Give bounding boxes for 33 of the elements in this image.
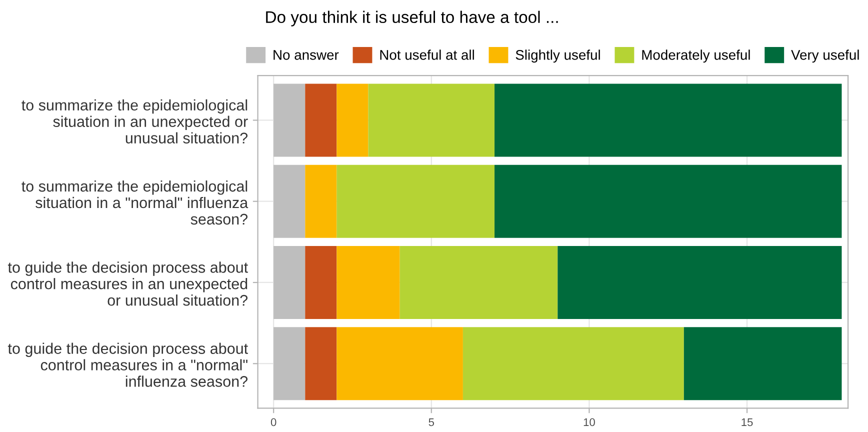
bar [494, 84, 842, 157]
x-tick-label: 5 [428, 418, 434, 426]
bar [336, 327, 463, 400]
bar [684, 327, 842, 400]
legend-label: Moderately useful [642, 50, 750, 63]
y-tick-label: to guide the decision process about control measures in a "normal" influenza season? [8, 342, 248, 387]
bar [336, 246, 400, 319]
y-tick-label: to guide the decision process about control measures in an unexpected or unusual situation? [8, 262, 248, 306]
bar [274, 327, 306, 400]
x-tick-label: 0 [270, 418, 276, 426]
x-tick-label: 10 [584, 418, 595, 426]
bar [368, 84, 495, 157]
bar [274, 164, 306, 238]
chart-title: Do you think it is useful to have a tool ... [266, 10, 558, 26]
bar [305, 164, 337, 238]
bar [462, 327, 684, 400]
x-tick-label: 15 [742, 418, 753, 426]
legend-label: Very useful [791, 50, 859, 63]
bar [274, 84, 306, 157]
legend-label: Not useful at all [380, 50, 474, 60]
bar [274, 246, 306, 319]
y-tick-label: to summarize the epidemiological situation in a "normal" influenza season? [22, 180, 248, 225]
bar [305, 327, 337, 400]
bar [400, 246, 558, 319]
bar [336, 164, 495, 238]
bar [336, 84, 368, 157]
legend-label: No answer [274, 50, 339, 60]
y-tick-label: to summarize the epidemiological situation in an unexpected or unusual situation? [22, 99, 248, 144]
bar [558, 246, 842, 319]
bar [305, 84, 337, 157]
bar [305, 246, 337, 319]
bar [494, 164, 842, 238]
legend-label: Slightly useful [516, 50, 600, 63]
